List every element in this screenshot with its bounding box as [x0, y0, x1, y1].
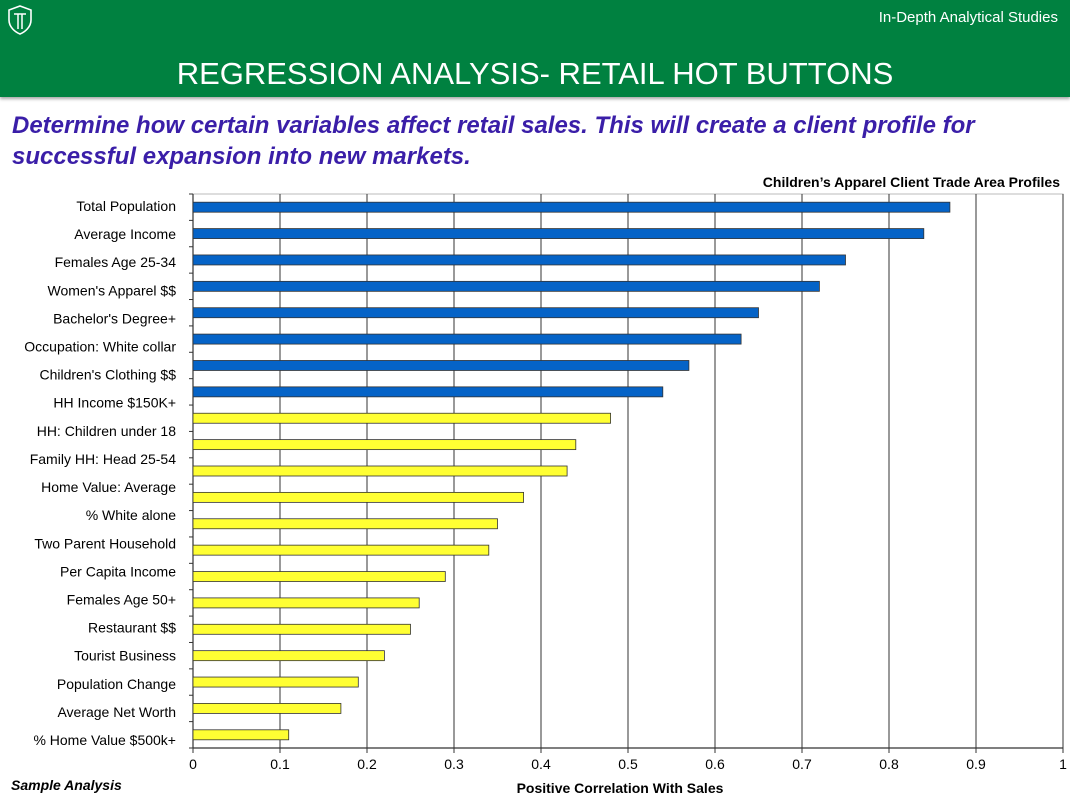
bar	[192, 412, 612, 424]
category-label: Average Net Worth	[57, 704, 176, 720]
category-label: Occupation: White collar	[24, 339, 176, 355]
category-label: Per Capita Income	[60, 563, 176, 579]
bar	[192, 254, 846, 266]
bar	[192, 201, 951, 213]
subtitle: Determine how certain variables affect r…	[12, 112, 975, 170]
bar	[192, 623, 411, 635]
x-tick-label: 1	[1059, 756, 1067, 772]
x-tick-label: 0.4	[531, 756, 551, 772]
category-label: Children's Clothing $$	[39, 367, 176, 383]
category-label: Tourist Business	[74, 648, 176, 664]
bar	[192, 491, 525, 503]
shield-logo-icon	[8, 5, 32, 35]
bar	[192, 650, 385, 662]
category-label: Females Age 25-34	[55, 254, 177, 270]
category-label: Two Parent Household	[34, 535, 176, 551]
x-tick-label: 0.2	[357, 756, 377, 772]
bar	[192, 307, 759, 319]
bar	[192, 729, 290, 741]
x-tick-label: 0.1	[270, 756, 290, 772]
category-label: Population Change	[57, 676, 176, 692]
category-label: HH Income $150K+	[53, 395, 176, 411]
bar	[192, 333, 742, 345]
bar	[192, 280, 820, 292]
bar	[192, 439, 577, 451]
category-label: Women's Apparel $$	[48, 282, 177, 298]
bar	[192, 518, 498, 530]
bar	[192, 703, 342, 714]
category-label: Females Age 50+	[67, 591, 176, 607]
studies-label: In-Depth Analytical Studies	[878, 9, 1058, 26]
category-label: Restaurant $$	[88, 620, 176, 636]
bar	[192, 597, 420, 609]
bar	[192, 544, 490, 556]
x-tick-label: 0.6	[705, 756, 725, 772]
x-tick-label: 0.9	[966, 756, 986, 772]
chart-title: Children’s Apparel Client Trade Area Pro…	[762, 174, 1060, 190]
bar	[192, 228, 925, 239]
bar	[192, 676, 359, 688]
category-label: Family HH: Head 25-54	[30, 451, 176, 467]
category-label: Average Income	[74, 226, 176, 242]
bar	[192, 571, 446, 582]
bar	[192, 465, 568, 477]
bar	[192, 386, 664, 398]
category-label: % Home Value $500k+	[33, 732, 176, 748]
x-axis-title: Positive Correlation With Sales	[517, 780, 724, 796]
category-label: % White alone	[86, 507, 176, 523]
bar	[192, 360, 690, 371]
x-tick-label: 0.7	[792, 756, 812, 772]
header-bar: In-Depth Analytical Studies REGRESSION A…	[0, 0, 1070, 97]
x-tick-label: 0.5	[618, 756, 638, 772]
category-label: Total Population	[76, 198, 176, 214]
x-tick-label: 0.3	[444, 756, 464, 772]
category-label: HH: Children under 18	[37, 423, 177, 439]
x-tick-label: 0.8	[879, 756, 899, 772]
category-label: Bachelor's Degree+	[53, 310, 176, 326]
x-tick-label: 0	[189, 756, 197, 772]
sample-label: Sample Analysis	[11, 777, 122, 793]
page-title: REGRESSION ANALYSIS- RETAIL HOT BUTTONS	[176, 56, 894, 91]
category-label: Home Value: Average	[41, 479, 176, 495]
